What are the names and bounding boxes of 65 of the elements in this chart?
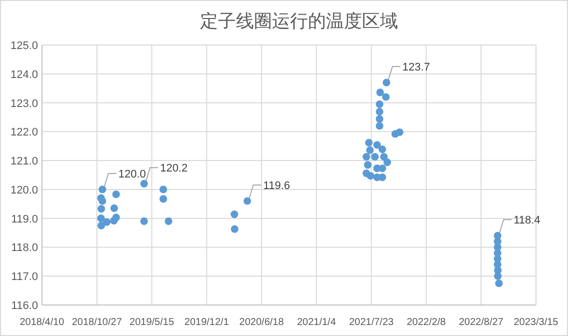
y-tick-label: 117.0 bbox=[11, 271, 38, 284]
x-tick-label: 2021/1/4 bbox=[296, 317, 336, 328]
annotation: 119.6 bbox=[263, 180, 290, 192]
point bbox=[243, 197, 252, 205]
point bbox=[376, 88, 384, 96]
point bbox=[376, 108, 384, 116]
point bbox=[364, 161, 372, 169]
point bbox=[376, 122, 384, 130]
y-tick-label: 125.0 bbox=[10, 40, 38, 52]
point bbox=[110, 216, 118, 224]
x-tick-label: 2019/12/1 bbox=[184, 317, 230, 328]
point bbox=[380, 153, 388, 161]
point bbox=[371, 153, 379, 161]
annotation: 118.4 bbox=[514, 214, 540, 227]
y-tick-label: 124.0 bbox=[10, 68, 38, 81]
y-tick-label: 123.0 bbox=[10, 98, 38, 110]
point bbox=[110, 204, 118, 212]
point bbox=[97, 205, 106, 213]
x-tick-label: 2018/4/10 bbox=[20, 317, 65, 328]
point bbox=[140, 217, 148, 226]
x-tick-label: 2022/2/8 bbox=[406, 317, 446, 328]
x-tick-label: 2021/7/23 bbox=[349, 317, 394, 328]
annotation: 123.7 bbox=[402, 62, 430, 74]
y-tick-label: 116.0 bbox=[11, 300, 38, 312]
point bbox=[378, 145, 386, 154]
point bbox=[112, 190, 120, 198]
point bbox=[97, 222, 106, 230]
y-tick-label: 122.0 bbox=[10, 126, 38, 139]
point bbox=[230, 210, 238, 218]
point bbox=[378, 164, 386, 172]
point bbox=[160, 195, 168, 203]
point bbox=[98, 197, 106, 205]
y-tick-label: 118.0 bbox=[11, 242, 38, 254]
point bbox=[365, 138, 373, 146]
point bbox=[376, 100, 384, 108]
y-tick-label: 120.0 bbox=[10, 184, 38, 196]
point bbox=[160, 186, 168, 194]
annotation: 120.0 bbox=[118, 168, 146, 180]
point bbox=[376, 115, 384, 123]
point bbox=[164, 217, 172, 226]
point bbox=[366, 146, 374, 154]
annotation: 120.2 bbox=[160, 162, 188, 175]
point bbox=[383, 158, 392, 166]
x-tick-label: 2019/5/15 bbox=[130, 317, 174, 328]
point bbox=[98, 186, 106, 194]
chart-title: 定子线圈运行的温度区域 bbox=[200, 11, 398, 31]
x-tick-label: 2022/8/27 bbox=[458, 317, 504, 328]
point bbox=[378, 174, 386, 182]
point bbox=[382, 78, 390, 86]
point bbox=[102, 218, 111, 226]
x-tick-label: 2018/10/27 bbox=[72, 317, 122, 328]
y-tick-label: 119.0 bbox=[11, 213, 38, 226]
point bbox=[230, 225, 238, 233]
point bbox=[494, 272, 502, 280]
point bbox=[97, 214, 105, 222]
point bbox=[396, 128, 404, 136]
x-tick-label: 2020/6/18 bbox=[239, 317, 284, 328]
point bbox=[366, 172, 374, 180]
point bbox=[382, 93, 390, 101]
point bbox=[140, 180, 148, 188]
point bbox=[362, 153, 370, 161]
x-tick-label: 2023/3/15 bbox=[514, 317, 559, 328]
point bbox=[373, 141, 381, 149]
y-tick-label: 121.0 bbox=[10, 156, 38, 168]
point bbox=[495, 280, 503, 288]
